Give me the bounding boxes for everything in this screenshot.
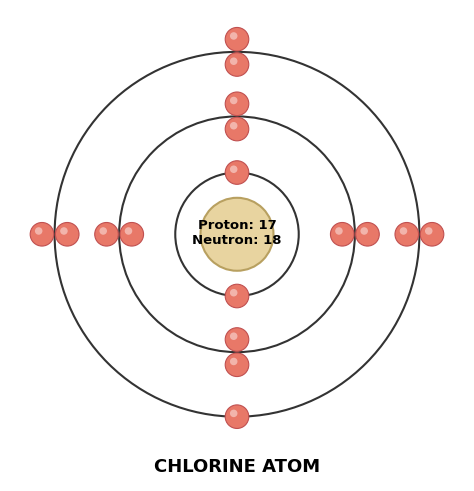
Circle shape xyxy=(425,227,432,235)
Circle shape xyxy=(230,122,237,130)
Circle shape xyxy=(400,227,407,235)
Text: CHLORINE ATOM: CHLORINE ATOM xyxy=(154,458,320,476)
Circle shape xyxy=(225,117,249,141)
Circle shape xyxy=(230,165,237,173)
Circle shape xyxy=(420,222,444,246)
Circle shape xyxy=(225,405,249,429)
Circle shape xyxy=(230,357,237,365)
Circle shape xyxy=(230,289,237,297)
Circle shape xyxy=(55,222,79,246)
Circle shape xyxy=(201,198,273,271)
Circle shape xyxy=(335,227,343,235)
Circle shape xyxy=(230,409,237,417)
Circle shape xyxy=(225,353,249,377)
Circle shape xyxy=(225,53,249,76)
Circle shape xyxy=(30,222,54,246)
Circle shape xyxy=(230,57,237,65)
Text: Proton: 17
Neutron: 18: Proton: 17 Neutron: 18 xyxy=(192,219,282,247)
Circle shape xyxy=(35,227,43,235)
Circle shape xyxy=(120,222,144,246)
Circle shape xyxy=(225,92,249,115)
Circle shape xyxy=(125,227,132,235)
Circle shape xyxy=(225,284,249,308)
Circle shape xyxy=(230,97,237,104)
Circle shape xyxy=(360,227,368,235)
Circle shape xyxy=(100,227,107,235)
Circle shape xyxy=(225,327,249,351)
Circle shape xyxy=(230,332,237,340)
Circle shape xyxy=(230,32,237,40)
Circle shape xyxy=(225,27,249,51)
Circle shape xyxy=(95,222,118,246)
Circle shape xyxy=(330,222,354,246)
Circle shape xyxy=(356,222,379,246)
Circle shape xyxy=(395,222,419,246)
Circle shape xyxy=(225,161,249,184)
Circle shape xyxy=(60,227,68,235)
